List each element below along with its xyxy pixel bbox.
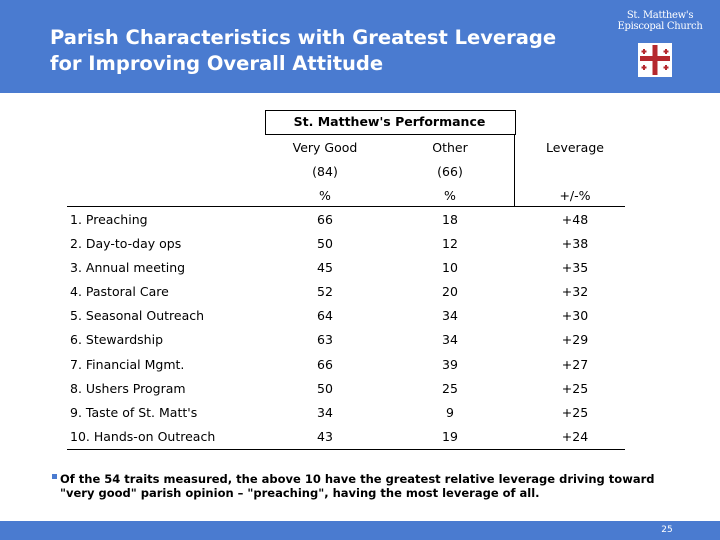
header-divider <box>265 134 514 135</box>
logo-line-2: Episcopal Church <box>617 21 703 32</box>
sample-size-other: (66) <box>437 164 463 179</box>
row-other: 34 <box>442 332 458 347</box>
row-label: 8. Ushers Program <box>70 381 186 396</box>
row-label: 1. Preaching <box>70 212 148 227</box>
page-number: 25 <box>661 525 673 535</box>
page-title: Parish Characteristics with Greatest Lev… <box>50 25 556 77</box>
table-top-rule <box>67 206 625 207</box>
header-banner <box>0 0 720 93</box>
row-label: 4. Pastoral Care <box>70 284 169 299</box>
row-other: 9 <box>446 405 454 420</box>
footnote-line-1: Of the 54 traits measured, the above 10 … <box>60 472 655 486</box>
row-other: 20 <box>442 284 458 299</box>
performance-group-header: St. Matthew's Performance <box>293 114 486 129</box>
title-line-2: for Improving Overall Attitude <box>50 52 384 75</box>
footer-bar <box>0 521 720 540</box>
row-label: 5. Seasonal Outreach <box>70 308 205 323</box>
row-label: 9. Taste of St. Matt's <box>70 405 198 420</box>
table-bottom-rule <box>67 449 625 450</box>
row-leverage: +24 <box>561 429 589 444</box>
row-other: 39 <box>442 357 458 372</box>
row-very-good: 43 <box>317 429 333 444</box>
row-other: 25 <box>442 381 458 396</box>
unit-very-good: % <box>319 188 331 203</box>
row-very-good: 45 <box>317 260 333 275</box>
performance-header-box <box>265 110 516 135</box>
row-very-good: 50 <box>317 381 333 396</box>
row-leverage: +38 <box>561 236 589 251</box>
row-leverage: +35 <box>561 260 589 275</box>
row-leverage: +48 <box>561 212 589 227</box>
row-very-good: 50 <box>317 236 333 251</box>
sample-size-very-good: (84) <box>312 164 338 179</box>
col-header-very-good: Very Good <box>292 140 358 155</box>
footnote-line-2: "very good" parish opinion – "preaching"… <box>60 486 540 500</box>
row-other: 34 <box>442 308 458 323</box>
row-very-good: 66 <box>317 357 333 372</box>
row-label: 3. Annual meeting <box>70 260 186 275</box>
row-very-good: 64 <box>317 308 333 323</box>
row-very-good: 63 <box>317 332 333 347</box>
leverage-column-divider <box>514 134 515 206</box>
row-other: 19 <box>442 429 458 444</box>
row-leverage: +25 <box>561 381 589 396</box>
unit-leverage: +/-% <box>559 188 591 203</box>
row-leverage: +32 <box>561 284 589 299</box>
row-leverage: +29 <box>561 332 589 347</box>
row-label: 7. Financial Mgmt. <box>70 357 185 372</box>
footnote: Of the 54 traits measured, the above 10 … <box>52 472 655 500</box>
row-label: 10. Hands-on Outreach <box>70 429 216 444</box>
bullet-icon <box>52 474 57 479</box>
row-very-good: 52 <box>317 284 333 299</box>
row-leverage: +30 <box>561 308 589 323</box>
col-header-other: Other <box>432 140 468 155</box>
row-other: 10 <box>442 260 458 275</box>
row-label: 2. Day-to-day ops <box>70 236 182 251</box>
church-logo-text: St. Matthew's Episcopal Church <box>612 10 708 32</box>
row-leverage: +27 <box>561 357 589 372</box>
unit-other: % <box>444 188 456 203</box>
title-line-1: Parish Characteristics with Greatest Lev… <box>50 26 557 49</box>
col-header-leverage: Leverage <box>546 140 604 155</box>
cross-logo-icon <box>638 43 672 77</box>
row-very-good: 66 <box>317 212 333 227</box>
row-leverage: +25 <box>561 405 589 420</box>
row-label: 6. Stewardship <box>70 332 164 347</box>
row-other: 12 <box>442 236 458 251</box>
row-very-good: 34 <box>317 405 333 420</box>
logo-line-1: St. Matthew's <box>626 10 694 21</box>
row-other: 18 <box>442 212 458 227</box>
